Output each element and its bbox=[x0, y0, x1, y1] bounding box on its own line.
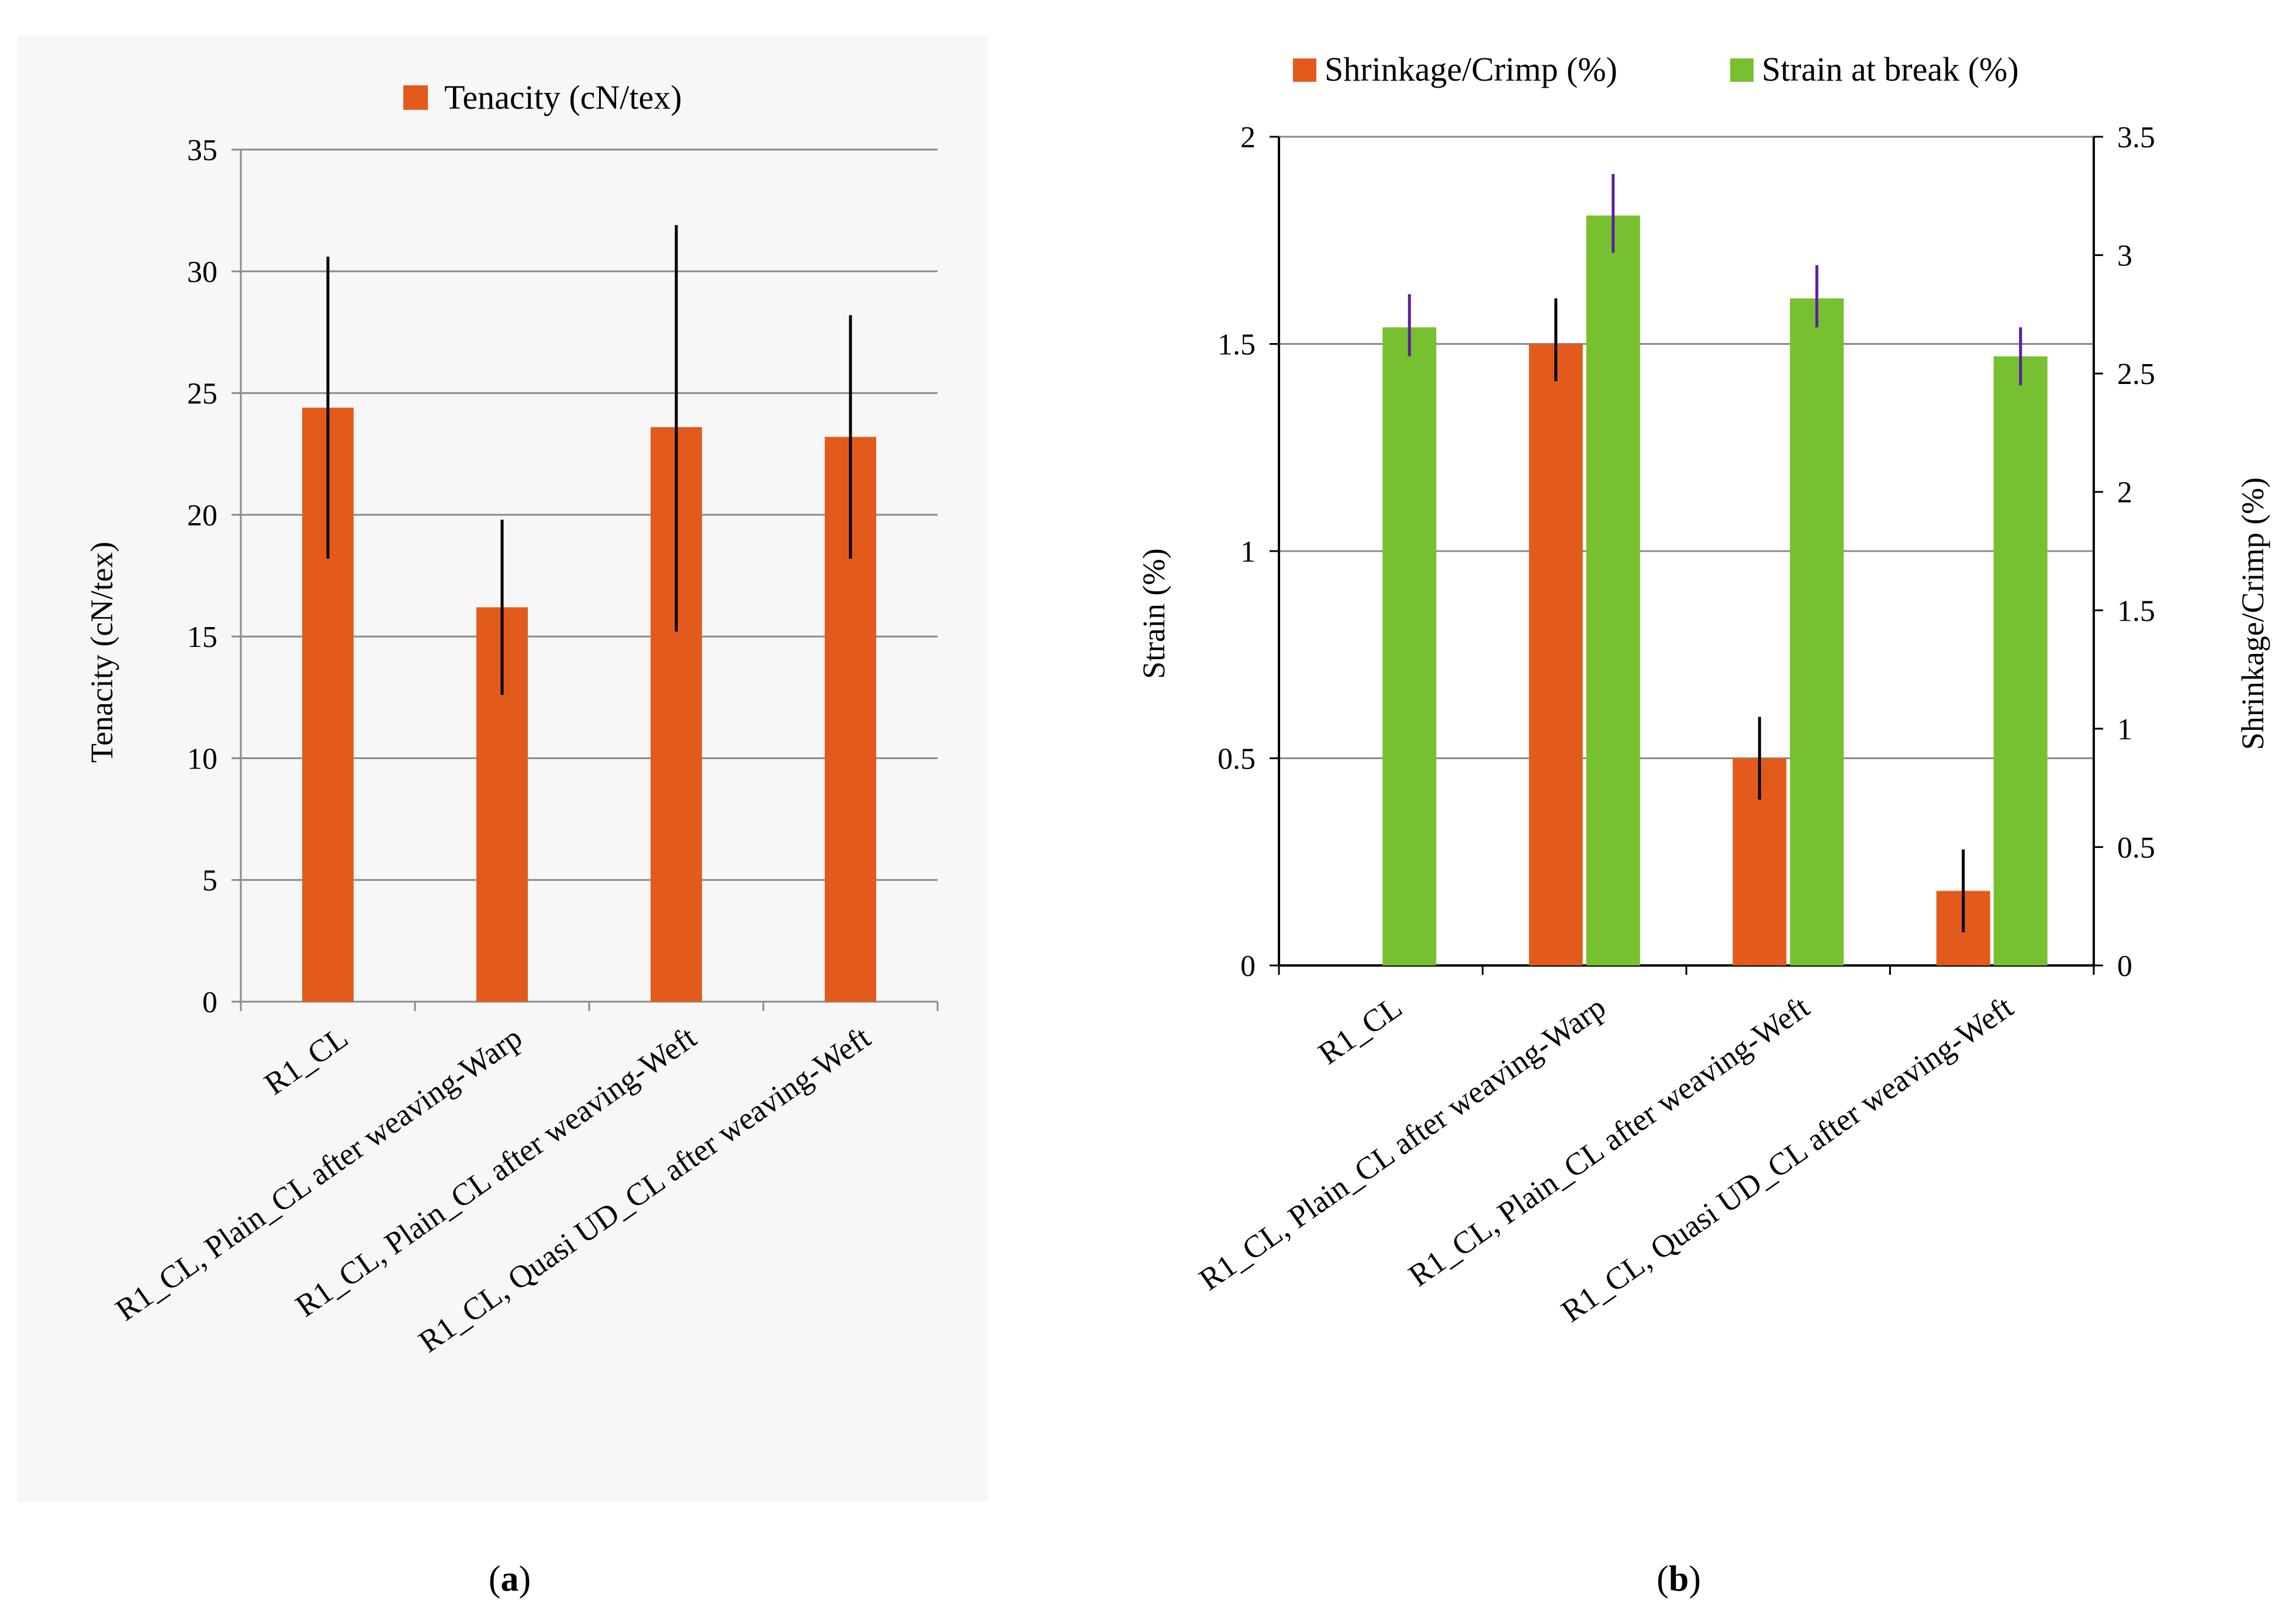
y-axis-label-b-left: Strain (%) bbox=[1136, 548, 1171, 679]
legend-b-label-strain: Strain at break (%) bbox=[1762, 50, 2019, 88]
y-tick-label-b-left: 1 bbox=[1240, 535, 1256, 569]
x-category-label-b: R1_CL, Quasi UD_CL after weaving-Weft bbox=[1555, 989, 2020, 1329]
y-tick-label-a: 5 bbox=[202, 864, 217, 898]
y-tick-label-b-right: 3.5 bbox=[2117, 121, 2155, 154]
x-category-label-b: R1_CL bbox=[1312, 989, 1408, 1071]
caption-b-letter: b bbox=[1669, 1559, 1689, 1599]
y-tick-label-b-right: 0 bbox=[2117, 950, 2132, 983]
bar-b-strain bbox=[1586, 215, 1640, 966]
y-tick-label-a: 15 bbox=[187, 621, 217, 654]
y-tick-label-a: 0 bbox=[202, 986, 217, 1019]
caption-b: (b) bbox=[1657, 1559, 1701, 1599]
y-tick-label-b-left: 1.5 bbox=[1218, 328, 1256, 362]
caption-a: (a) bbox=[489, 1559, 531, 1599]
y-tick-label-a: 30 bbox=[187, 255, 217, 289]
y-tick-label-a: 10 bbox=[187, 742, 217, 776]
y-tick-label-a: 25 bbox=[187, 378, 217, 411]
legend-b-swatch-shrinkage bbox=[1293, 58, 1316, 82]
y-tick-label-b-right: 1 bbox=[2117, 713, 2132, 746]
legend-a-label: Tenacity (cN/tex) bbox=[444, 78, 682, 116]
x-category-label-b: R1_CL, Plain_CL after weaving-Warp bbox=[1192, 989, 1612, 1297]
y-tick-label-b-left: 2 bbox=[1240, 121, 1256, 154]
bar-b-strain bbox=[1382, 327, 1437, 965]
caption-a-letter: a bbox=[501, 1559, 519, 1599]
bar-b-strain bbox=[1993, 356, 2048, 965]
y-axis-label-b-right: Shrinkage/Crimp (%) bbox=[2235, 477, 2270, 750]
x-category-label-a: R1_CL bbox=[258, 1020, 354, 1102]
y-tick-label-b-left: 0 bbox=[1240, 950, 1256, 983]
y-axis-label-a: Tenacity (cN/tex) bbox=[84, 542, 119, 763]
legend-b-label-shrinkage: Shrinkage/Crimp (%) bbox=[1325, 50, 1617, 88]
legend-a-swatch bbox=[403, 85, 428, 110]
y-tick-label-a: 20 bbox=[187, 499, 217, 532]
bar-b-shrinkage bbox=[1529, 344, 1583, 965]
y-tick-label-b-right: 1.5 bbox=[2117, 594, 2155, 628]
bar-b-strain bbox=[1790, 298, 1844, 965]
y-tick-label-b-right: 0.5 bbox=[2117, 831, 2155, 864]
panel-b: Shrinkage/Crimp (%) Strain at break (%) … bbox=[1136, 50, 2270, 1599]
y-tick-label-b-right: 2.5 bbox=[2117, 358, 2155, 391]
panel-a: Tenacity (cN/tex) Tenacity (cN/tex) (a) bbox=[84, 78, 682, 1599]
y-tick-label-b-left: 0.5 bbox=[1218, 743, 1256, 776]
y-tick-label-b-right: 2 bbox=[2117, 476, 2132, 510]
legend-b-swatch-strain bbox=[1730, 58, 1754, 82]
y-tick-label-b-right: 3 bbox=[2117, 240, 2132, 273]
y-tick-label-a: 35 bbox=[187, 134, 217, 167]
x-category-label-b: R1_CL, Plain_CL after weaving-Weft bbox=[1402, 989, 1816, 1293]
